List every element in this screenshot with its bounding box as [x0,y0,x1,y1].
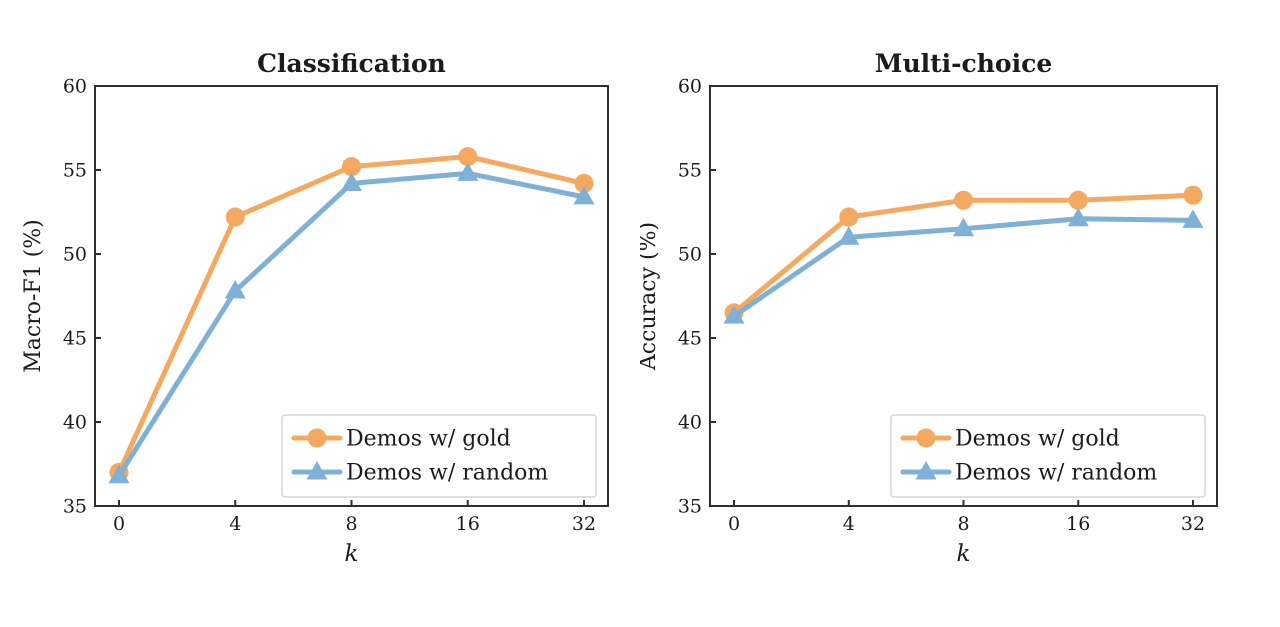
chart-title: Multi-choice [875,49,1052,78]
data-point-triangle [108,464,130,484]
y-tick-label: 45 [63,328,87,350]
data-point-triangle [457,162,479,181]
data-point-triangle [573,185,595,205]
x-tick-label: 0 [728,513,740,535]
x-tick-label: 8 [345,513,357,535]
data-point-circle [458,147,478,167]
y-axis: 35 40 45 50 55 60 [678,76,716,518]
y-tick-label: 50 [678,244,702,266]
y-tick-label: 35 [678,496,702,518]
data-point-triangle [224,279,246,299]
x-tick-label: 4 [229,513,241,535]
legend-label: Demos w/ gold [955,427,1120,452]
x-tick-label: 0 [113,513,125,535]
chart-panel-multi-choice: Multi-choice 35 40 45 50 55 60 0 4 8 16 32 Accuracy … [640,0,1280,627]
series-line [731,192,1196,316]
x-tick-label: 16 [1066,513,1090,535]
series-gold [724,185,1203,323]
y-tick-label: 60 [63,76,87,98]
data-point-circle [954,190,973,210]
data-point-circle [574,173,594,193]
data-point-circle [342,157,361,177]
data-point-circle [225,207,245,227]
y-tick-label: 50 [63,244,87,266]
data-point-triangle [341,172,362,191]
legend: Demos w/ gold Demos w/ random [281,414,597,498]
y-tick-label: 40 [678,412,702,434]
data-point-triangle [723,305,745,324]
legend-box [281,414,597,498]
legend: Demos w/ gold Demos w/ random [890,414,1206,498]
chart-title: Classification [257,49,446,78]
y-tick-label: 45 [678,328,702,350]
x-axis: 0 4 8 16 32 [728,500,1205,535]
legend-label: Demos w/ gold [346,427,511,452]
y-tick-label: 35 [63,496,87,518]
classification-chart: Classification 35 40 45 50 55 60 0 4 8 16 32 Macro-F… [21,49,609,567]
legend-marker-circle [916,428,936,448]
x-tick-label: 16 [456,513,480,535]
multi-choice-chart: Multi-choice 35 40 45 50 55 60 0 4 8 16 32 Accuracy … [640,49,1218,567]
legend-label: Demos w/ random [955,461,1157,486]
y-axis-label: Accuracy (%) [640,222,661,371]
data-point-circle [1068,190,1088,210]
y-axis-label: Macro-F1 (%) [21,219,46,372]
y-tick-label: 55 [63,160,87,182]
legend-marker-triangle [306,461,328,480]
x-axis-label: k [957,541,971,567]
x-tick-label: 32 [572,513,596,535]
x-axis: 0 4 8 16 32 [113,500,596,535]
x-tick-label: 8 [957,513,969,535]
x-axis-label: k [345,541,359,567]
y-axis: 35 40 45 50 55 60 [63,76,101,518]
x-tick-label: 4 [843,513,855,535]
data-point-triangle [838,226,860,245]
series-random [108,162,595,484]
legend-label: Demos w/ random [346,461,548,486]
y-tick-label: 40 [63,412,87,434]
legend-marker-circle [307,428,327,448]
data-point-triangle [953,217,974,237]
data-point-triangle [1067,207,1089,227]
chart-panel-classification: Classification 35 40 45 50 55 60 0 4 8 16 32 Macro-F… [21,49,609,567]
legend-box [890,414,1206,498]
data-point-circle [1183,185,1203,205]
x-tick-label: 32 [1181,513,1205,535]
y-tick-label: 60 [678,76,702,98]
data-point-circle [839,207,859,227]
series-random [723,207,1204,324]
data-point-triangle [1182,209,1204,228]
legend-marker-triangle [915,461,937,480]
y-tick-label: 55 [678,160,702,182]
